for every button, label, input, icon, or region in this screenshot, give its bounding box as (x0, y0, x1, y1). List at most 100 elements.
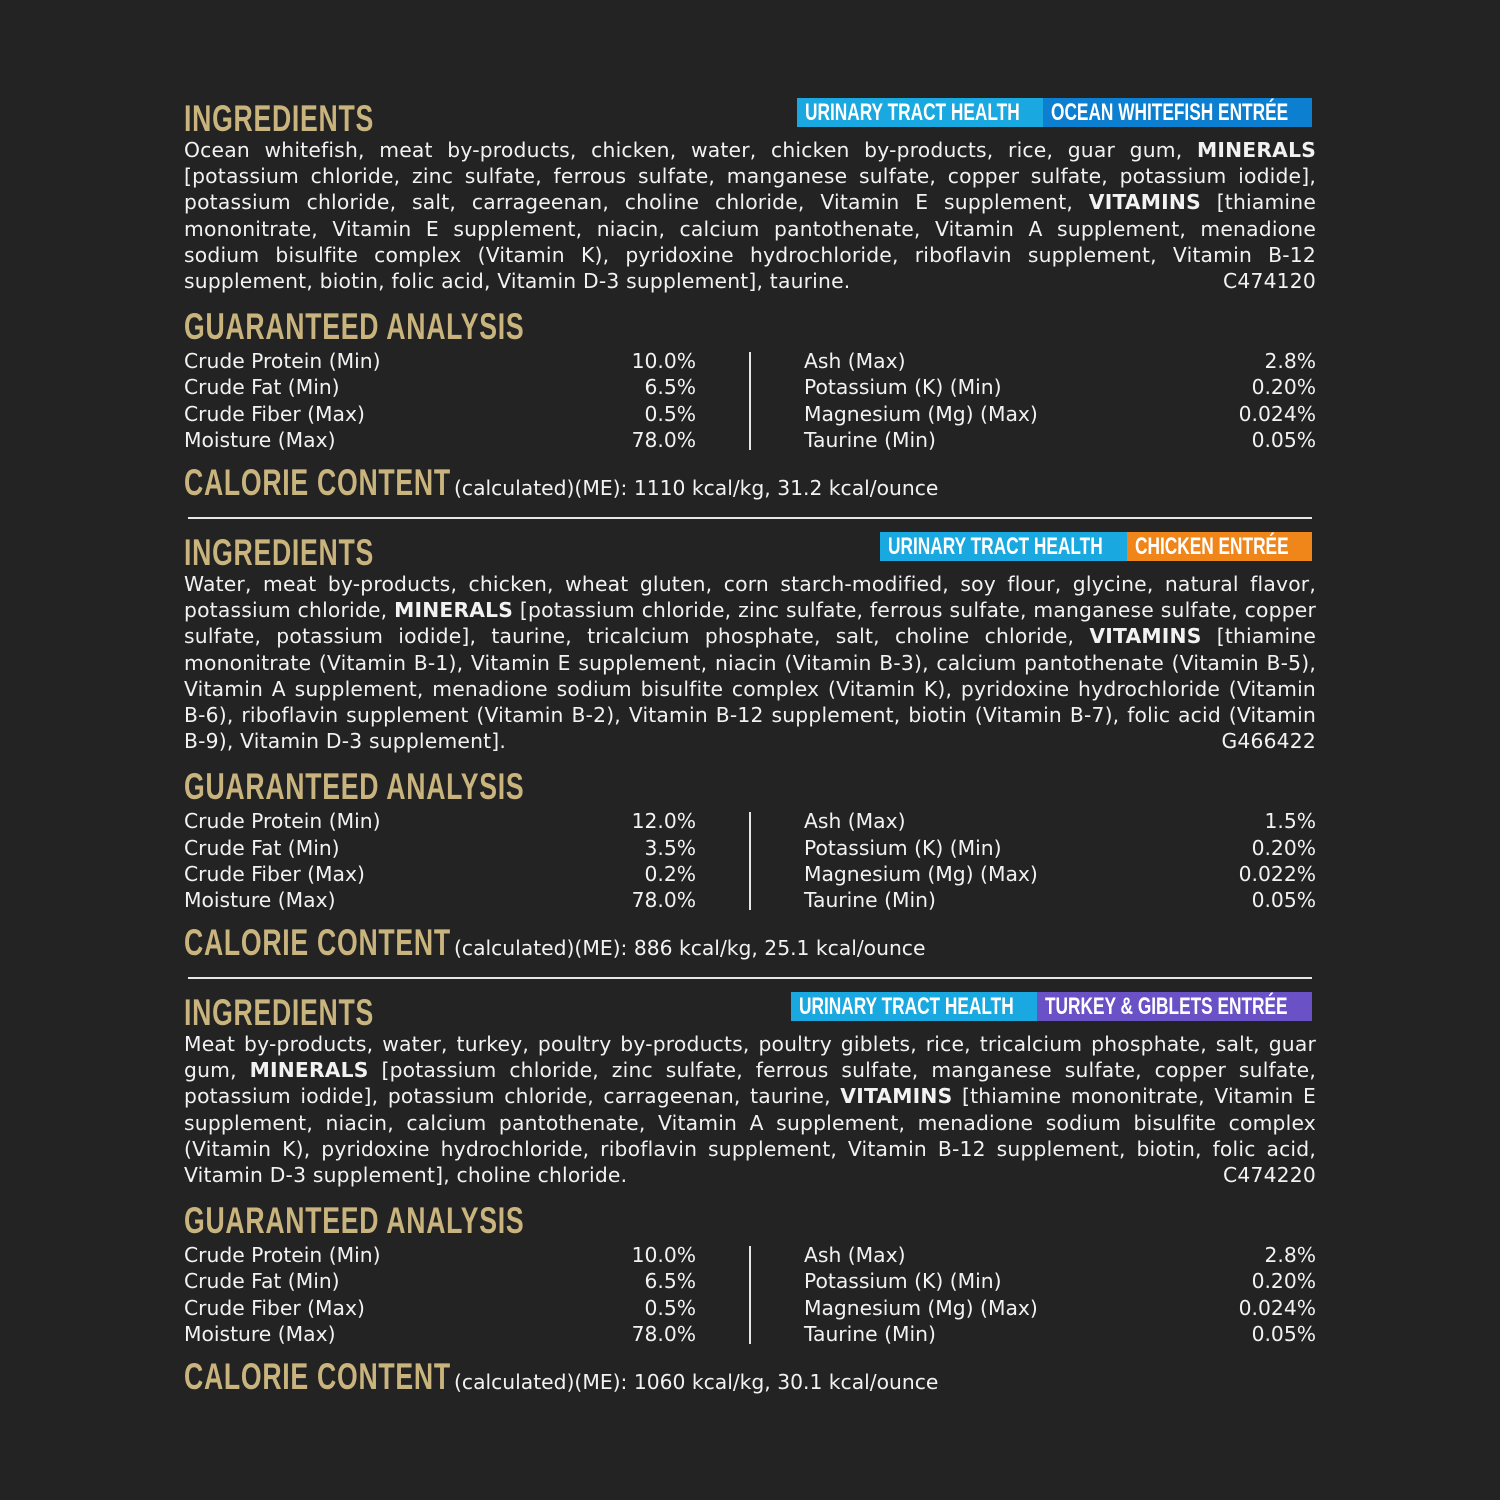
analysis-row: Crude Fiber (Max) 0.5% (184, 401, 696, 427)
nutrient-label: Ash (Max) (804, 1243, 906, 1268)
nutrient-value: 2.8% (1264, 349, 1316, 374)
badge-label: URINARY TRACT HEALTH (888, 533, 1103, 560)
nutrient-value: 10.0% (631, 1243, 696, 1268)
nutrient-value: 0.20% (1251, 375, 1316, 400)
analysis-row: Moisture (Max) 78.0% (184, 887, 696, 913)
ingredient-list-segment: [thiamine mononitrate, Vitamin E supplem… (184, 1084, 1316, 1188)
nutrient-label: Crude Fiber (Max) (184, 401, 365, 426)
analysis-row: Crude Protein (Min) 12.0% (184, 808, 696, 834)
analysis-row: Moisture (Max) 78.0% (184, 1321, 696, 1347)
entree-badge: OCEAN WHITEFISH ENTRÉE (1043, 98, 1312, 127)
analysis-table: Crude Protein (Min) 10.0% Crude Fat (Min) 6… (184, 1242, 1316, 1346)
section-divider (188, 517, 1312, 519)
entree-badge: TURKEY & GIBLETS ENTRÉE (1037, 992, 1312, 1021)
nutrient-value: 2.8% (1264, 1243, 1316, 1268)
ingredient-group-label: VITAMINS (1089, 624, 1202, 649)
nutrient-label: Crude Fat (Min) (184, 835, 340, 860)
nutrient-value: 10.0% (631, 349, 696, 374)
guaranteed-analysis-heading: GUARANTEED ANALYSIS (184, 306, 525, 348)
analysis-left-column: Crude Protein (Min) 10.0% Crude Fat (Min) 6… (184, 1242, 696, 1347)
ingredient-group-label: VITAMINS (1088, 190, 1201, 215)
ingredient-list-segment: [potassium chloride, zinc sulfate, ferro… (184, 598, 1316, 649)
nutrient-label: Magnesium (Mg) (Max) (804, 1295, 1038, 1320)
nutrient-label: Magnesium (Mg) (Max) (804, 861, 1038, 886)
nutrient-label: Potassium (K) (Min) (804, 835, 1002, 860)
analysis-row: Crude Protein (Min) 10.0% (184, 348, 696, 374)
nutrient-value: 0.05% (1251, 1321, 1316, 1346)
ingredient-list-segment: Meat by-products, water, turkey, poultry… (184, 1032, 1316, 1083)
ingredients-heading: INGREDIENTS (184, 532, 374, 573)
ingredient-list-segment: Ocean whitefish, meat by-products, chick… (184, 138, 1197, 162)
product-badges: URINARY TRACT HEALTH OCEAN WHITEFISH ENTR… (796, 98, 1312, 127)
calorie-content-heading: CALORIE CONTENT (184, 922, 451, 964)
analysis-table: Crude Protein (Min) 12.0% Crude Fat (Min) 3… (184, 808, 1316, 912)
ingredient-group-label: VITAMINS (840, 1084, 953, 1109)
ingredients-text: Meat by-products, water, turkey, poultry… (184, 1031, 1316, 1188)
calorie-content-heading: CALORIE CONTENT (184, 1356, 451, 1398)
nutrient-label: Crude Protein (Min) (184, 809, 381, 834)
analysis-row: Magnesium (Mg) (Max) 0.022% (804, 861, 1316, 887)
nutrient-label: Crude Protein (Min) (184, 1243, 381, 1268)
entree-badge: CHICKEN ENTRÉE (1126, 532, 1312, 561)
analysis-row: Crude Fat (Min) 3.5% (184, 835, 696, 861)
nutrient-value: 78.0% (631, 427, 696, 452)
nutrient-label: Taurine (Min) (804, 888, 936, 913)
nutrient-value: 6.5% (644, 1269, 696, 1294)
analysis-row: Moisture (Max) 78.0% (184, 427, 696, 453)
nutrient-label: Crude Fat (Min) (184, 375, 340, 400)
nutrient-value: 0.024% (1238, 401, 1316, 426)
urinary-tract-health-badge: URINARY TRACT HEALTH (790, 992, 1038, 1021)
urinary-tract-health-badge: URINARY TRACT HEALTH (796, 98, 1044, 127)
nutrient-value: 0.2% (644, 861, 696, 886)
nutrient-value: 3.5% (644, 835, 696, 860)
analysis-row: Magnesium (Mg) (Max) 0.024% (804, 401, 1316, 427)
column-divider (749, 1246, 751, 1345)
nutrient-label: Crude Fat (Min) (184, 1269, 340, 1294)
ingredients-text: Ocean whitefish, meat by-products, chick… (184, 137, 1316, 294)
nutrient-label: Taurine (Min) (804, 427, 936, 452)
calorie-content-value: (calculated)(ME): 1060 kcal/kg, 30.1 kca… (454, 1370, 939, 1395)
nutrient-value: 0.05% (1251, 888, 1316, 913)
ingredient-list-segment: [thiamine mononitrate, Vitamin E supplem… (184, 190, 1316, 294)
product-badges: URINARY TRACT HEALTH TURKEY & GIBLETS ENT… (790, 992, 1312, 1021)
ingredient-group-label: MINERALS (394, 598, 514, 623)
nutrient-label: Crude Protein (Min) (184, 349, 381, 374)
nutrient-value: 78.0% (631, 1321, 696, 1346)
analysis-row: Crude Protein (Min) 10.0% (184, 1242, 696, 1268)
analysis-row: Taurine (Min) 0.05% (804, 887, 1316, 913)
analysis-left-column: Crude Protein (Min) 10.0% Crude Fat (Min) 6… (184, 348, 696, 453)
section-divider (188, 977, 1312, 979)
nutrient-value: 0.20% (1251, 835, 1316, 860)
ingredients-text: Water, meat by-products, chicken, wheat … (184, 571, 1316, 754)
nutrient-label: Taurine (Min) (804, 1321, 936, 1346)
column-divider (749, 352, 751, 451)
product-code: G466422 (1221, 729, 1316, 754)
ingredient-list-segment: [potassium chloride, zinc sulfate, ferro… (184, 164, 1316, 215)
ingredient-list-segment: [potassium chloride, zinc sulfate, ferro… (184, 1058, 1316, 1109)
nutrient-label: Ash (Max) (804, 349, 906, 374)
nutrient-label: Potassium (K) (Min) (804, 375, 1002, 400)
analysis-right-column: Ash (Max) 2.8% Potassium (K) (Min) 0.20% Mag… (804, 348, 1316, 453)
analysis-row: Taurine (Min) 0.05% (804, 427, 1316, 453)
badge-label: URINARY TRACT HEALTH (798, 993, 1014, 1020)
badge-label: OCEAN WHITEFISH ENTRÉE (1051, 99, 1289, 126)
analysis-row: Crude Fat (Min) 6.5% (184, 374, 696, 400)
nutrient-label: Ash (Max) (804, 809, 906, 834)
nutrient-label: Magnesium (Mg) (Max) (804, 401, 1038, 426)
analysis-row: Potassium (K) (Min) 0.20% (804, 1268, 1316, 1294)
nutrient-value: 6.5% (644, 375, 696, 400)
ingredient-list-segment: Water, meat by-products, chicken, wheat … (184, 572, 1316, 623)
nutrient-label: Moisture (Max) (184, 1321, 336, 1346)
product-section: INGREDIENTS URINARY TRACT HEALTH CHICKEN … (184, 532, 1316, 964)
analysis-left-column: Crude Protein (Min) 12.0% Crude Fat (Min) 3… (184, 808, 696, 913)
nutrient-label: Crude Fiber (Max) (184, 1295, 365, 1320)
nutrient-value: 78.0% (631, 888, 696, 913)
nutrient-value: 0.5% (644, 1295, 696, 1320)
urinary-tract-health-badge: URINARY TRACT HEALTH (880, 532, 1127, 561)
ingredients-heading: INGREDIENTS (184, 992, 374, 1033)
column-divider (749, 812, 751, 911)
analysis-row: Ash (Max) 2.8% (804, 348, 1316, 374)
badge-label: URINARY TRACT HEALTH (804, 99, 1020, 126)
product-badges: URINARY TRACT HEALTH CHICKEN ENTRÉE (880, 532, 1312, 561)
nutrient-value: 1.5% (1264, 809, 1316, 834)
